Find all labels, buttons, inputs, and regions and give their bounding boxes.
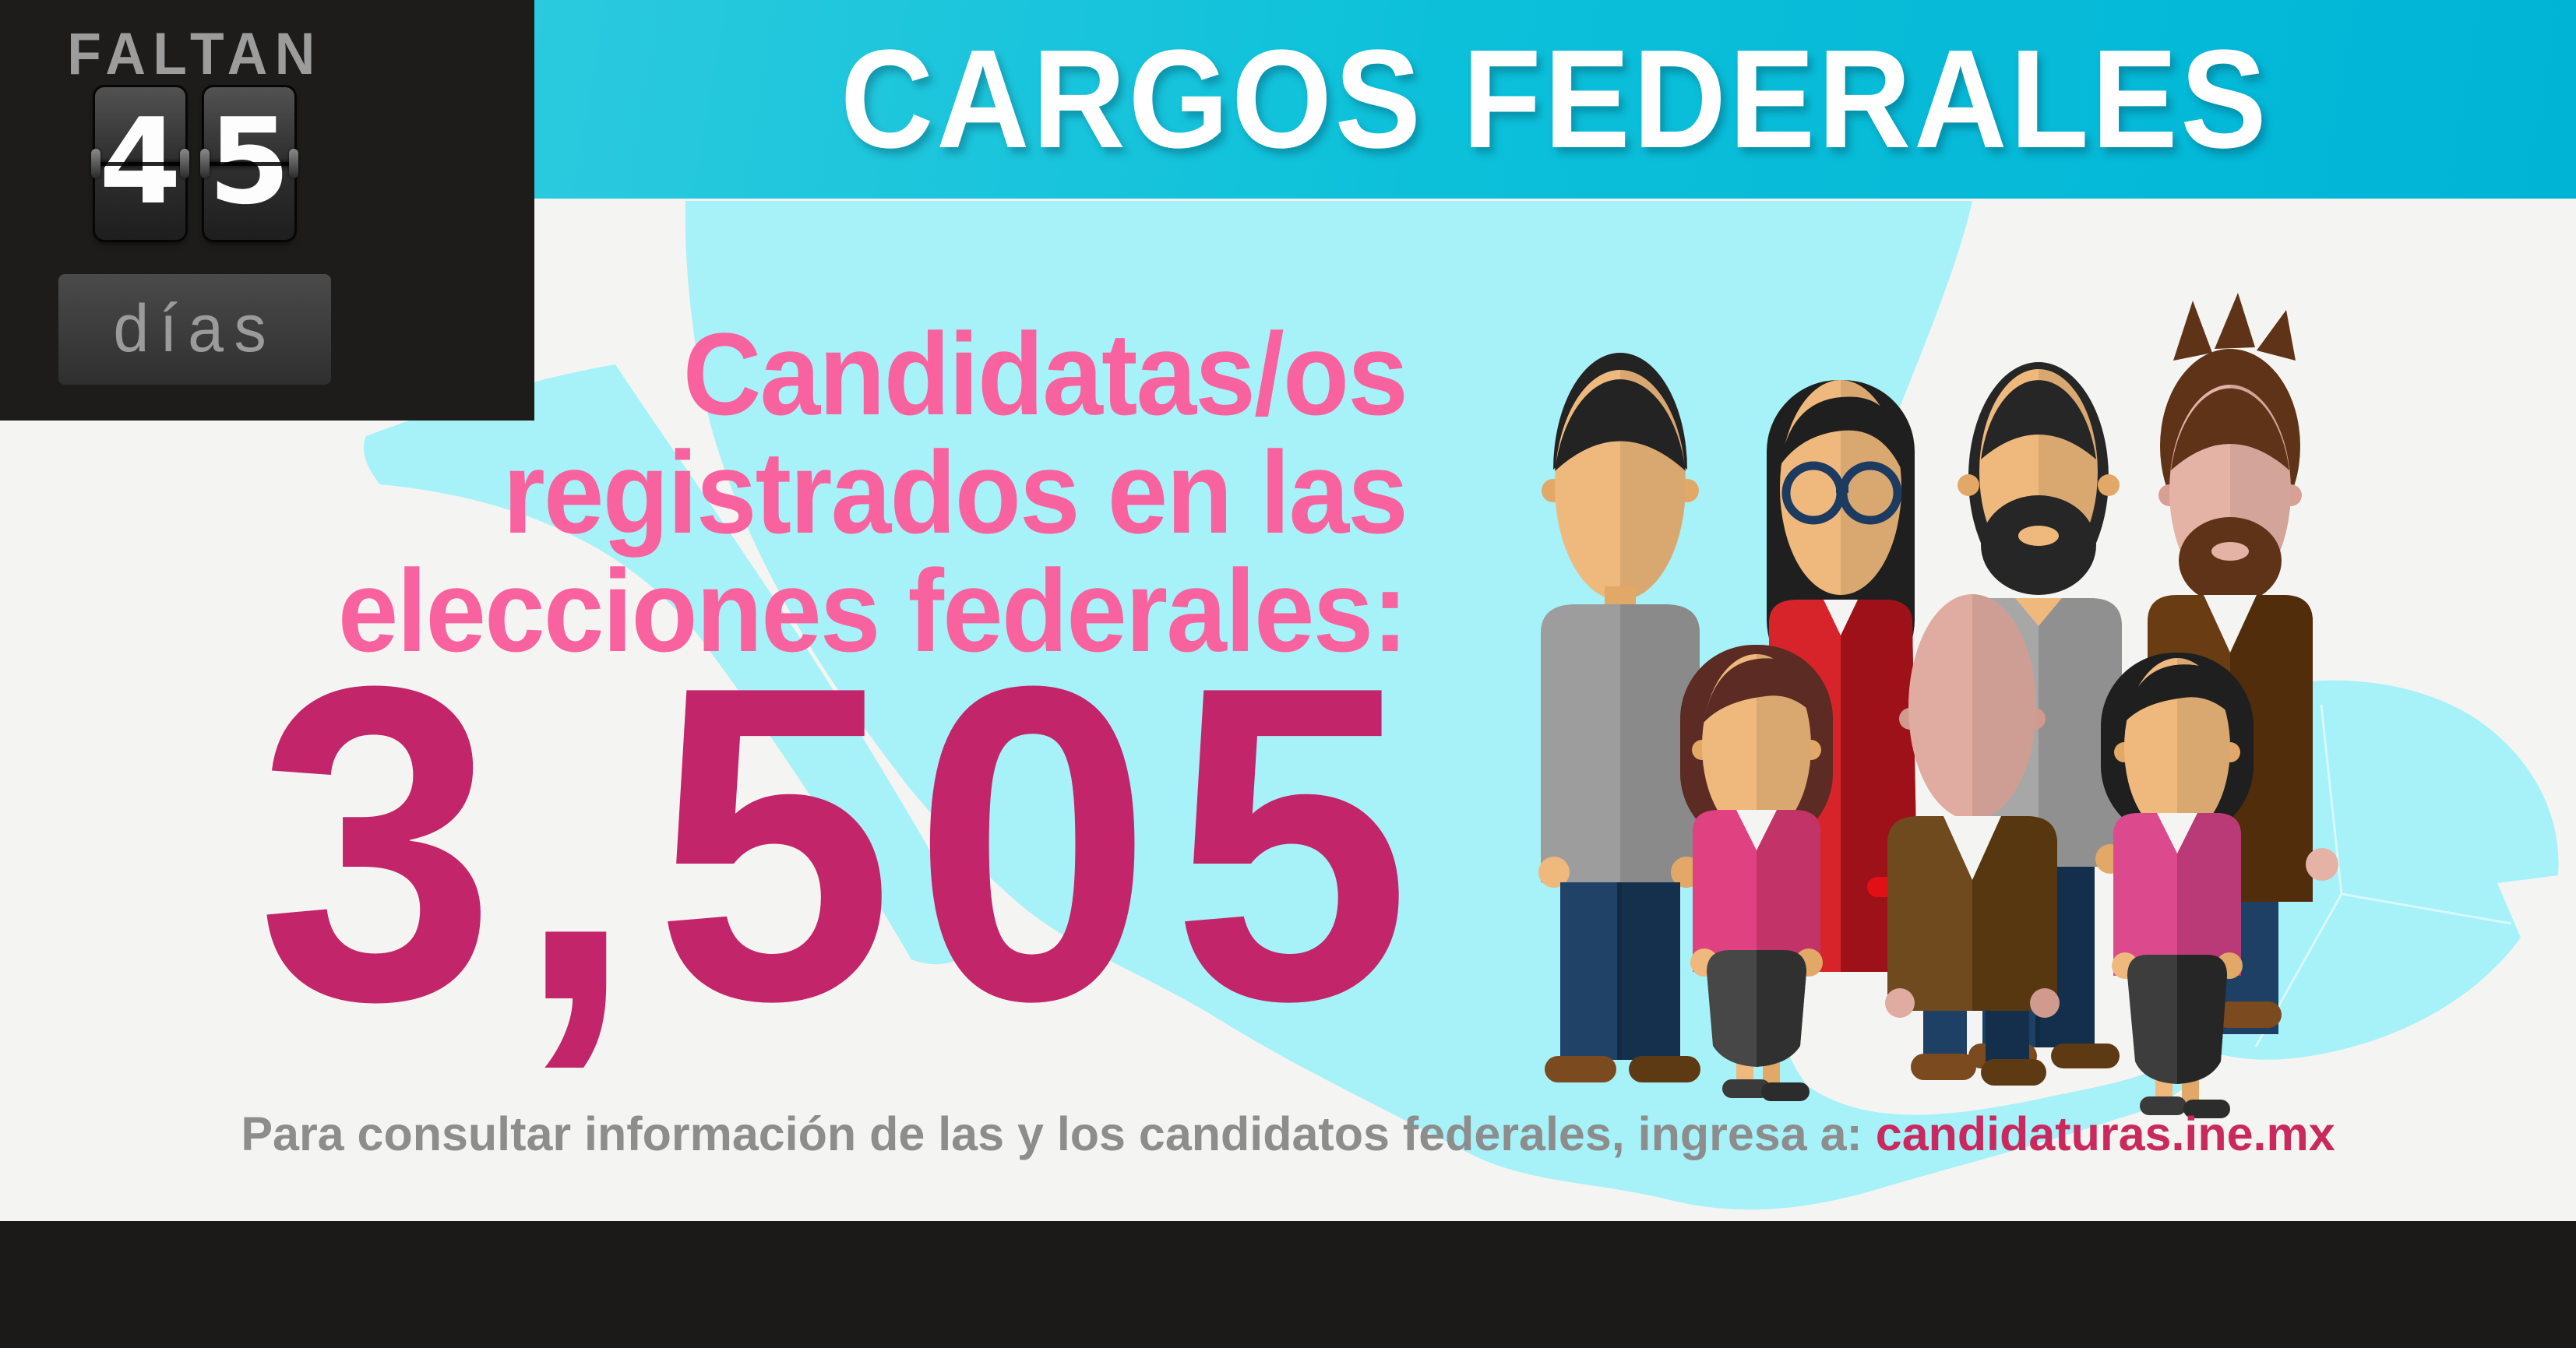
countdown-inner: FALTAN 4 5 días — [0, 0, 389, 421]
flip-card-hinge-icon — [200, 149, 210, 178]
person-woman-pink-cardigan-left — [1680, 645, 1833, 1101]
flip-digit-ones: 5 — [208, 93, 291, 231]
baja-california-shape — [363, 364, 981, 965]
brand-bar: CENTRAL ELECTORAL INE Instituto Nacional… — [0, 1221, 2576, 1348]
countdown-panel: FALTAN 4 5 días — [0, 0, 534, 421]
footer-note-text: Para consultar información de las y los … — [241, 1107, 1876, 1160]
person-bald-man-brown-suit — [1885, 594, 2060, 1086]
footer-note-link[interactable]: candidaturas.ine.mx — [1875, 1107, 2335, 1160]
person-woman-pink-cardigan-right — [2101, 653, 2254, 1118]
candidates-total-number: 3,505 — [256, 593, 1430, 1093]
countdown-unit: días — [113, 291, 277, 366]
people-group-illustration — [1538, 293, 2338, 1118]
countdown-label: FALTAN — [67, 21, 322, 87]
flip-card-hinge-icon — [91, 149, 100, 178]
flip-card-split-line — [95, 162, 185, 166]
flip-card-split-line — [204, 162, 294, 166]
headline-line-2: registrados en las — [502, 427, 1408, 558]
person-man-gray-sweater — [1538, 353, 1702, 1082]
headline: Candidatas/os registrados en las eleccio… — [98, 308, 1408, 676]
flip-clock-card-ones: 5 — [200, 87, 298, 240]
headline-line-3: elecciones federales: — [337, 545, 1408, 676]
flip-card-hinge-icon — [180, 149, 189, 178]
flip-digit-tens: 4 — [99, 93, 181, 231]
banner: CARGOS FEDERALES — [534, 0, 2576, 199]
flip-clock-card-tens: 4 — [91, 87, 189, 240]
headline-line-1: Candidatas/os — [682, 308, 1408, 439]
banner-title: CARGOS FEDERALES — [840, 21, 2270, 178]
footer-note: Para consultar información de las y los … — [0, 1109, 2576, 1159]
flip-card-hinge-icon — [289, 149, 298, 178]
countdown-unit-box: días — [58, 274, 331, 385]
